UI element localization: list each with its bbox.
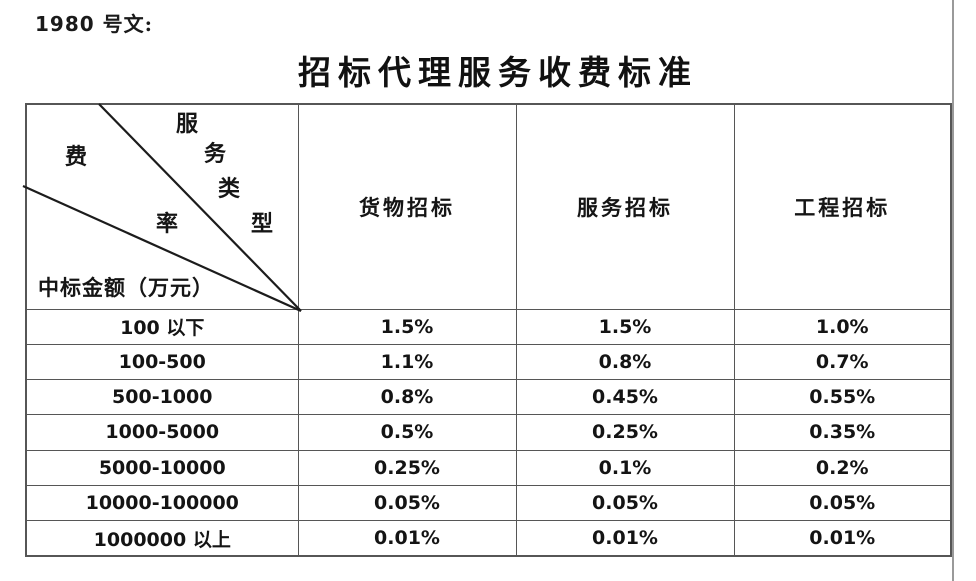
works-cell: 1.0% (733, 308, 952, 345)
range-cell: 100 以下 (25, 308, 299, 345)
goods-cell: 0.8% (297, 379, 517, 416)
services-cell: 0.01% (515, 520, 735, 557)
services-cell: 0.25% (515, 414, 735, 451)
doc-label: 号文: (102, 12, 154, 36)
range-cell: 10000-100000 (25, 484, 299, 522)
works-cell: 0.55% (733, 379, 952, 416)
table-row: 1000-5000 0.5% 0.25% 0.35% (25, 414, 952, 451)
axis-char-xing: 型 (251, 211, 274, 237)
works-cell: 0.2% (733, 449, 952, 486)
axis-char-lv: 率 (156, 211, 179, 237)
amount-axis-label: 中标金额（万元） (38, 275, 214, 300)
goods-cell: 0.01% (297, 520, 517, 557)
services-cell: 1.5% (515, 308, 735, 345)
diagonal-lines (22, 103, 302, 313)
range-cell: 1000-5000 (25, 414, 299, 451)
services-cell: 0.8% (515, 343, 735, 381)
table-row: 500-1000 0.8% 0.45% 0.55% (25, 379, 952, 416)
axis-char-wu: 务 (204, 141, 227, 167)
range-cell: 5000-10000 (25, 449, 299, 486)
services-cell: 0.05% (515, 484, 735, 522)
axis-char-service: 服 (176, 111, 199, 137)
diagonal-header-cell: 服 务 类 型 费 率 中标金额（万元） (22, 103, 302, 313)
table-row: 1000000 以上 0.01% 0.01% 0.01% (25, 520, 952, 557)
goods-cell: 1.5% (297, 308, 517, 345)
col-header-works: 工程招标 (733, 103, 952, 310)
axis-char-fei: 费 (65, 144, 88, 170)
col-header-services: 服务招标 (515, 103, 735, 310)
services-cell: 0.45% (515, 379, 735, 416)
goods-cell: 0.25% (297, 449, 517, 486)
col-header-goods: 货物招标 (297, 103, 517, 310)
table-row: 5000-10000 0.25% 0.1% 0.2% (25, 449, 952, 486)
works-cell: 0.7% (733, 343, 952, 381)
works-cell: 0.05% (733, 484, 952, 522)
diagonal-line-upper (98, 103, 302, 312)
table-row: 100-500 1.1% 0.8% 0.7% (25, 343, 952, 381)
range-cell: 100-500 (25, 343, 299, 381)
axis-char-lei: 类 (218, 176, 241, 202)
services-cell: 0.1% (515, 449, 735, 486)
document-reference: 1980 号文: (35, 8, 153, 37)
works-cell: 0.35% (733, 414, 952, 451)
goods-cell: 0.05% (297, 484, 517, 522)
table-row: 100 以下 1.5% 1.5% 1.0% (25, 308, 952, 345)
diagonal-line-lower (22, 184, 302, 313)
fee-table: 服 务 类 型 费 率 中标金额（万元） 货物招标 服务招标 工程招标 100 … (22, 103, 952, 557)
header-row: 服 务 类 型 费 率 中标金额（万元） 货物招标 服务招标 工程招标 (22, 103, 952, 313)
page-right-edge (952, 0, 954, 581)
range-cell: 1000000 以上 (25, 520, 299, 557)
table-row: 10000-100000 0.05% 0.05% 0.05% (25, 484, 952, 522)
goods-cell: 1.1% (297, 343, 517, 381)
range-cell: 500-1000 (25, 379, 299, 416)
page-title: 招标代理服务收费标准 (298, 53, 698, 92)
goods-cell: 0.5% (297, 414, 517, 451)
doc-number: 1980 (35, 12, 95, 36)
works-cell: 0.01% (733, 520, 952, 557)
